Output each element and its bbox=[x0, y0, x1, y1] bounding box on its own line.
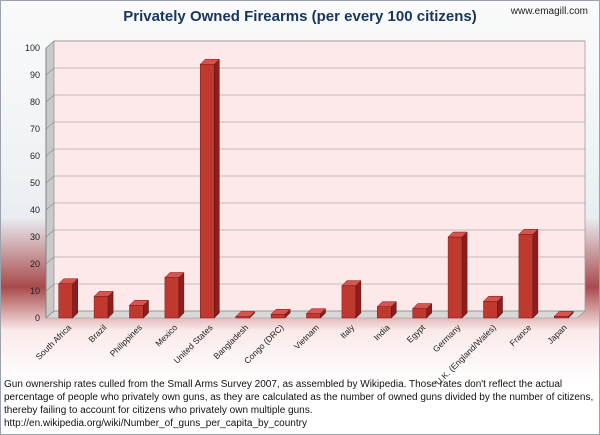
y-tick-label: 90 bbox=[30, 70, 40, 80]
bar bbox=[58, 278, 79, 319]
gridline-side bbox=[45, 121, 55, 130]
bar-top bbox=[305, 308, 327, 314]
gridline-side bbox=[45, 283, 55, 292]
bar-top bbox=[128, 300, 150, 306]
y-tick-label: 80 bbox=[30, 97, 40, 107]
bar-side bbox=[355, 279, 362, 319]
bar-front bbox=[341, 285, 357, 319]
bar bbox=[199, 58, 220, 319]
gridline-side bbox=[45, 256, 55, 265]
bar-side bbox=[72, 278, 78, 319]
bar-side bbox=[532, 228, 539, 319]
x-tick-label: South Africa bbox=[34, 322, 74, 362]
bar-front bbox=[483, 301, 498, 319]
bar-front bbox=[447, 236, 463, 319]
chart-caption: Gun ownership rates culled from the Smal… bbox=[4, 379, 594, 429]
y-tick-label: 0 bbox=[35, 313, 40, 323]
bar bbox=[482, 295, 504, 319]
x-tick-label: Italy bbox=[338, 322, 357, 341]
bar-top bbox=[93, 291, 114, 297]
bar-front bbox=[518, 234, 534, 319]
gridline-side bbox=[45, 94, 55, 103]
gridline-side bbox=[45, 310, 55, 319]
gridline-side bbox=[45, 175, 55, 184]
bar-front bbox=[412, 308, 427, 319]
bar bbox=[518, 228, 539, 319]
bar-side bbox=[214, 58, 220, 319]
bar bbox=[412, 302, 433, 319]
bar-top bbox=[518, 229, 539, 235]
bar-top bbox=[270, 308, 291, 315]
x-tick-label: Brazil bbox=[86, 322, 108, 344]
gridline-side bbox=[45, 148, 55, 157]
bar-side bbox=[178, 271, 185, 319]
bar-top bbox=[376, 301, 397, 307]
gridline-side bbox=[45, 202, 55, 211]
x-tick-label: India bbox=[372, 322, 392, 342]
y-tick-label: 20 bbox=[30, 259, 40, 269]
bar-top bbox=[58, 278, 79, 284]
bar-front bbox=[129, 305, 144, 319]
bar-top bbox=[553, 311, 574, 317]
bar-front bbox=[93, 296, 109, 319]
y-tick-label: 40 bbox=[30, 205, 40, 215]
gridline-side bbox=[45, 229, 55, 238]
y-tick-label: 50 bbox=[30, 178, 40, 188]
y-tick-label: 60 bbox=[30, 151, 40, 161]
y-tick-label: 30 bbox=[30, 232, 40, 242]
x-tick-label: Philippines bbox=[108, 322, 144, 358]
y-tick-label: 70 bbox=[30, 124, 40, 134]
bar-top bbox=[447, 231, 468, 238]
y-tick-label: 100 bbox=[25, 43, 40, 53]
bar bbox=[270, 308, 291, 319]
bar bbox=[447, 231, 468, 319]
y-tick-label: 10 bbox=[30, 286, 40, 296]
bar bbox=[235, 311, 256, 319]
bar-top bbox=[164, 272, 185, 278]
x-tick-label: Egypt bbox=[405, 322, 428, 345]
bar-front bbox=[306, 313, 321, 319]
site-url: www.emagill.com bbox=[510, 6, 588, 17]
bar-top bbox=[235, 311, 256, 317]
x-tick-label: Japan bbox=[545, 322, 569, 346]
bar-top bbox=[412, 303, 433, 309]
x-tick-label: Vietnam bbox=[292, 322, 321, 351]
bar bbox=[553, 310, 574, 319]
gridline-side bbox=[45, 67, 55, 76]
bar-front bbox=[377, 306, 392, 319]
bar-front bbox=[270, 313, 286, 319]
bar bbox=[93, 290, 114, 319]
bar-side bbox=[461, 231, 468, 319]
bar-front bbox=[58, 283, 73, 319]
bar-front bbox=[164, 277, 180, 319]
bar bbox=[376, 301, 397, 319]
bar-front bbox=[200, 63, 215, 319]
gridline-side bbox=[45, 40, 55, 49]
x-tick-label: France bbox=[508, 322, 534, 348]
bar-top bbox=[199, 58, 220, 65]
bar bbox=[128, 299, 150, 319]
bar-top bbox=[482, 296, 504, 302]
bar bbox=[305, 308, 327, 319]
chart-title: Privately Owned Firearms (per every 100 … bbox=[123, 8, 477, 25]
bar bbox=[341, 279, 362, 319]
bar-top bbox=[341, 280, 362, 286]
bar bbox=[164, 271, 185, 319]
x-tick-label: Germany bbox=[431, 322, 463, 354]
x-tick-label: Mexico bbox=[153, 322, 179, 348]
